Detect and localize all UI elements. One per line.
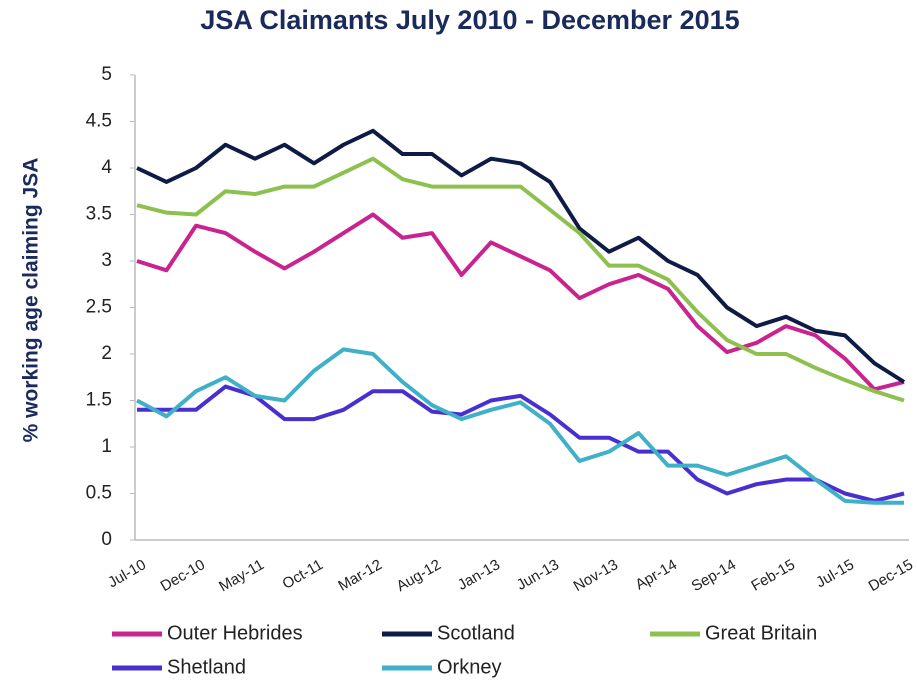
x-tick-label: May-11 xyxy=(216,556,267,595)
x-tick-label: Aug-12 xyxy=(394,556,444,595)
legend-label: Outer Hebrides xyxy=(167,622,303,644)
x-tick-label: Jul-10 xyxy=(105,556,149,591)
y-tick-label: 0 xyxy=(101,529,112,550)
y-tick-label: 2 xyxy=(101,343,112,364)
x-tick-label: Nov-13 xyxy=(571,556,621,595)
legend-label: Orkney xyxy=(437,656,501,678)
x-tick-label: Sep-14 xyxy=(689,556,739,595)
x-tick-label: Jun-13 xyxy=(514,556,562,594)
line-series xyxy=(137,384,905,503)
y-tick-label: 5 xyxy=(101,64,112,85)
legend-label: Shetland xyxy=(167,656,246,678)
y-tick-label: 2.5 xyxy=(86,297,112,318)
y-tick-label: 0.5 xyxy=(86,483,112,504)
x-tick-label: Jan-13 xyxy=(455,556,503,594)
y-tick-label: 4.5 xyxy=(86,111,112,132)
line-series xyxy=(136,128,906,384)
x-tick-label: Dec-10 xyxy=(158,556,208,595)
y-tick-label: 3.5 xyxy=(86,204,112,225)
x-tick-label: Oct-11 xyxy=(279,556,326,593)
x-tick-label: Mar-12 xyxy=(335,556,385,594)
legend-label: Scotland xyxy=(437,622,515,644)
y-tick-label: 3 xyxy=(101,250,112,271)
line-series xyxy=(136,347,904,505)
chart-title: JSA Claimants July 2010 - December 2015 xyxy=(200,5,739,35)
line-series xyxy=(136,212,905,392)
x-tick-label: Feb-15 xyxy=(748,556,798,594)
y-tick-label: 4 xyxy=(101,157,112,178)
line-series xyxy=(136,156,905,403)
x-tick-label: Jul-15 xyxy=(813,556,857,591)
y-tick-label: 1 xyxy=(101,436,112,457)
y-tick-label: 1.5 xyxy=(86,390,112,411)
legend-label: Great Britain xyxy=(705,622,817,644)
y-axis-label: % working age claiming JSA xyxy=(20,158,43,443)
x-tick-label: Dec-15 xyxy=(866,556,916,595)
x-tick-label: Apr-14 xyxy=(632,556,679,593)
